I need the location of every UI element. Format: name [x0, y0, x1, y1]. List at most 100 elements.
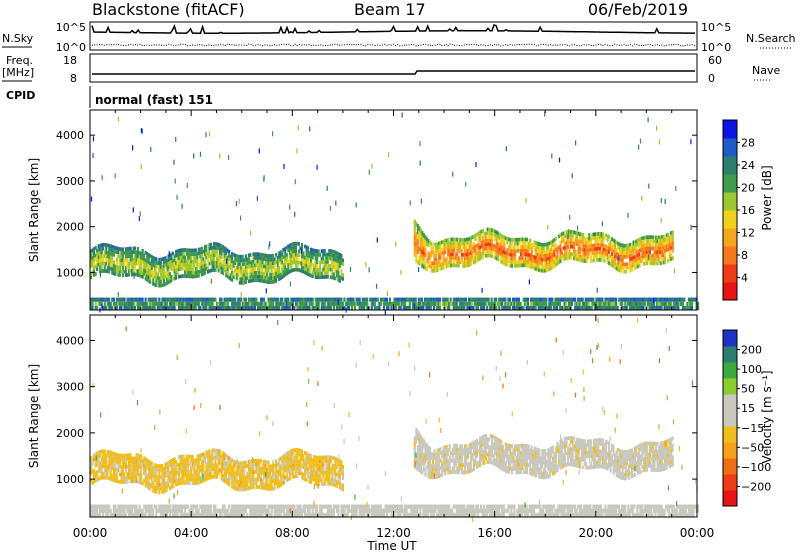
- scatter-cell: [134, 475, 137, 480]
- scatter-cell: [276, 305, 279, 310]
- scatter-cell: [427, 461, 430, 466]
- scatter-cell: [175, 301, 178, 306]
- scatter-cell: [606, 238, 609, 242]
- scatter-cell: [269, 487, 272, 491]
- scatter-cell: [118, 254, 121, 259]
- scatter-cell: [99, 461, 102, 466]
- scatter-cell: [246, 479, 249, 483]
- noise-dot: [415, 303, 417, 309]
- scatter-cell: [447, 241, 450, 246]
- scatter-cell: [307, 264, 310, 269]
- scatter-cell: [226, 301, 229, 306]
- scatter-cell: [150, 297, 153, 302]
- scatter-cell: [548, 241, 551, 245]
- scatter-cell: [334, 483, 337, 488]
- scatter-cell: [127, 254, 131, 258]
- scatter-cell: [209, 268, 213, 273]
- scatter-cell: [591, 247, 594, 252]
- scatter-cell: [260, 267, 263, 272]
- scatter-cell: [278, 277, 281, 281]
- scatter-cell: [453, 447, 456, 452]
- scatter-cell: [526, 256, 529, 261]
- scatter-cell: [612, 245, 615, 250]
- scatter-cell: [272, 261, 275, 266]
- scatter-cell: [255, 263, 258, 268]
- scatter-cell: [202, 463, 205, 468]
- scatter-cell: [267, 265, 270, 269]
- noise-dot: [349, 266, 352, 272]
- scatter-cell: [335, 255, 338, 259]
- scatter-cell: [639, 297, 642, 302]
- scatter-cell: [630, 256, 633, 261]
- count-tick-top-right: 10^5: [701, 21, 731, 34]
- scatter-cell: [311, 270, 314, 275]
- scatter-cell: [464, 297, 467, 302]
- scatter-cell: [322, 301, 325, 306]
- scatter-cell: [479, 252, 482, 257]
- scatter-cell: [243, 262, 246, 266]
- scatter-cell: [131, 471, 134, 476]
- scatter-cell: [282, 454, 285, 459]
- scatter-cell: [416, 455, 419, 461]
- scatter-cell: [567, 256, 570, 260]
- scatter-cell: [118, 305, 121, 310]
- scatter-cell: [498, 236, 501, 241]
- scatter-cell: [109, 458, 112, 463]
- scatter-cell: [485, 242, 488, 247]
- scatter-cell: [240, 297, 243, 302]
- scatter-cell: [325, 267, 328, 272]
- scatter-cell: [556, 258, 559, 262]
- scatter-cell: [542, 242, 545, 247]
- scatter-cell: [260, 474, 263, 478]
- scatter-cell: [305, 455, 308, 460]
- scatter-cell: [671, 248, 674, 253]
- scatter-cell: [137, 457, 140, 461]
- scatter-cell: [284, 254, 287, 258]
- scatter-cell: [513, 241, 517, 246]
- scatter-cell: [273, 471, 276, 476]
- noise-dot: [525, 198, 527, 203]
- scatter-cell: [243, 461, 246, 465]
- noise-dot: [341, 270, 343, 276]
- scatter-cell: [97, 259, 100, 263]
- scatter-cell: [677, 305, 680, 310]
- scatter-cell: [205, 252, 208, 256]
- scatter-cell: [322, 463, 325, 467]
- scatter-cell: [585, 240, 588, 245]
- scatter-cell: [296, 241, 299, 246]
- scatter-cell: [460, 470, 463, 475]
- scatter-cell: [484, 301, 487, 306]
- scatter-cell: [460, 463, 463, 467]
- scatter-cell: [617, 264, 620, 268]
- scatter-cell: [146, 259, 149, 264]
- scatter-cell: [496, 301, 499, 306]
- scatter-cell: [288, 450, 291, 454]
- scatter-cell: [102, 453, 105, 457]
- scatter-cell: [282, 465, 285, 470]
- scatter-cell: [605, 305, 609, 310]
- scatter-cell: [656, 258, 659, 262]
- scatter-cell: [188, 259, 191, 264]
- counts-strip: [89, 21, 698, 51]
- scatter-cell: [650, 239, 653, 243]
- scatter-cell: [667, 240, 670, 244]
- scatter-cell: [129, 301, 132, 306]
- scatter-cell: [580, 305, 583, 310]
- scatter-cell: [231, 477, 234, 482]
- scatter-cell: [147, 467, 150, 471]
- scatter-cell: [138, 480, 141, 484]
- scatter-cell: [255, 466, 258, 470]
- scatter-cell: [214, 467, 217, 471]
- scatter-cell: [416, 259, 419, 265]
- scatter-cell: [510, 238, 514, 242]
- scatter-cell: [460, 448, 463, 452]
- scatter-cell: [267, 276, 270, 281]
- scatter-cell: [608, 257, 611, 262]
- scatter-cell: [199, 269, 202, 274]
- scatter-cell: [435, 460, 438, 464]
- scatter-cell: [120, 247, 123, 252]
- scatter-cell: [536, 249, 539, 253]
- scatter-cell: [431, 475, 435, 480]
- scatter-cell: [556, 250, 559, 255]
